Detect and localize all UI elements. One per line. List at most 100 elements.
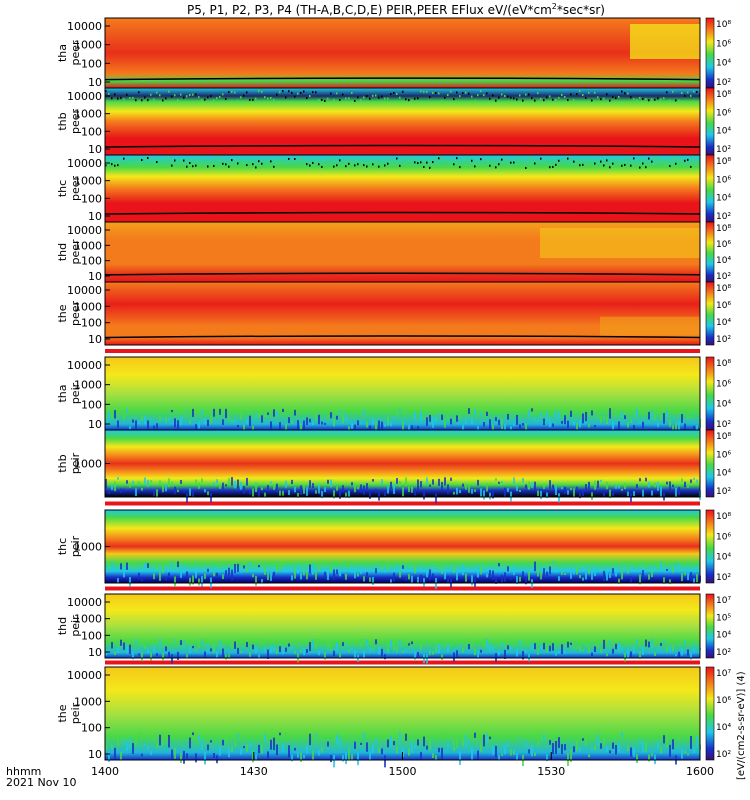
noise-mark <box>195 649 197 652</box>
noise-mark <box>540 736 542 742</box>
noise-mark <box>147 99 149 102</box>
y-tick-label: 1000 <box>74 613 102 626</box>
noise-mark <box>282 490 284 496</box>
noise-mark <box>435 416 437 423</box>
noise-mark <box>228 478 230 486</box>
noise-mark <box>312 483 314 489</box>
noise-mark <box>696 90 698 93</box>
noise-mark <box>504 94 506 97</box>
noise-mark <box>654 413 656 420</box>
noise-mark <box>381 421 383 431</box>
noise-mark <box>135 99 137 102</box>
noise-mark <box>165 646 167 652</box>
noise-mark <box>150 562 152 566</box>
noise-mark <box>174 747 176 759</box>
noise-mark <box>135 157 137 160</box>
noise-mark <box>174 159 176 162</box>
colorbar-tick-label: 10⁸ <box>716 157 731 167</box>
noise-mark <box>150 93 152 96</box>
noise-mark <box>111 642 113 649</box>
noise-mark <box>567 99 569 102</box>
noise-mark <box>531 482 533 488</box>
noise-mark <box>576 738 578 752</box>
noise-mark <box>273 571 275 578</box>
noise-mark <box>549 740 551 745</box>
noise-mark <box>663 577 665 584</box>
noise-mark <box>579 492 581 499</box>
noise-mark <box>300 158 302 161</box>
noise-mark <box>165 163 167 166</box>
noise-mark <box>213 572 215 577</box>
noise-mark <box>471 489 473 494</box>
noise-mark <box>588 753 590 758</box>
noise-mark <box>330 641 332 651</box>
y-tick-label: 10000 <box>67 669 102 682</box>
noise-mark <box>390 579 392 584</box>
noise-mark <box>651 638 653 649</box>
y-tick-label: 100 <box>81 192 102 205</box>
noise-mark <box>474 408 476 416</box>
noise-mark <box>471 644 473 648</box>
noise-mark <box>582 93 584 96</box>
noise-mark <box>495 745 497 758</box>
y-tick-label: 100 <box>81 57 102 70</box>
noise-mark <box>318 98 320 101</box>
y-tick-label: 10 <box>88 143 102 156</box>
noise-mark <box>213 408 215 417</box>
noise-mark <box>450 164 452 167</box>
noise-mark <box>609 640 611 645</box>
noise-mark <box>168 478 170 488</box>
noise-mark <box>246 419 248 425</box>
noise-mark <box>456 487 458 495</box>
noise-mark <box>216 651 218 658</box>
noise-mark <box>648 574 650 580</box>
noise-mark <box>507 95 509 98</box>
noise-mark <box>291 479 293 485</box>
noise-mark <box>114 410 116 419</box>
noise-mark <box>483 734 485 747</box>
noise-mark <box>216 157 218 160</box>
noise-mark <box>216 572 218 577</box>
noise-mark <box>693 643 695 653</box>
noise-mark <box>312 161 314 164</box>
noise-mark <box>312 639 314 648</box>
noise-mark <box>441 414 443 420</box>
noise-mark <box>654 652 656 657</box>
noise-mark <box>507 488 509 492</box>
noise-mark <box>570 749 572 762</box>
noise-mark <box>432 91 434 94</box>
noise-mark <box>648 641 650 648</box>
noise-mark <box>345 492 347 498</box>
noise-mark <box>360 163 362 166</box>
colorbar-tick-label: 10⁸ <box>716 20 731 30</box>
noise-mark <box>132 743 134 754</box>
noise-mark <box>126 163 128 166</box>
noise-mark <box>114 481 116 492</box>
noise-mark <box>450 577 452 588</box>
noise-mark <box>336 92 338 95</box>
colorbar-tick-label: 10⁴ <box>716 469 731 479</box>
noise-mark <box>693 477 695 480</box>
noise-mark <box>675 654 677 657</box>
noise-mark <box>585 411 587 422</box>
noise-mark <box>219 485 221 489</box>
noise-mark <box>147 746 149 751</box>
noise-mark <box>447 575 449 584</box>
noise-mark <box>558 96 560 99</box>
noise-mark <box>240 569 242 573</box>
panel-heatmap <box>105 667 700 760</box>
noise-mark <box>453 740 455 752</box>
noise-mark <box>300 423 302 433</box>
noise-mark <box>363 485 365 495</box>
noise-mark <box>378 420 380 431</box>
noise-mark <box>582 738 584 741</box>
noise-mark <box>162 732 164 745</box>
noise-mark <box>243 565 245 569</box>
noise-mark <box>411 740 413 754</box>
noise-mark <box>111 408 113 419</box>
noise-mark <box>579 747 581 753</box>
noise-mark <box>441 481 443 491</box>
noise-mark <box>393 740 395 746</box>
noise-mark <box>480 649 482 653</box>
noise-mark <box>420 574 422 584</box>
